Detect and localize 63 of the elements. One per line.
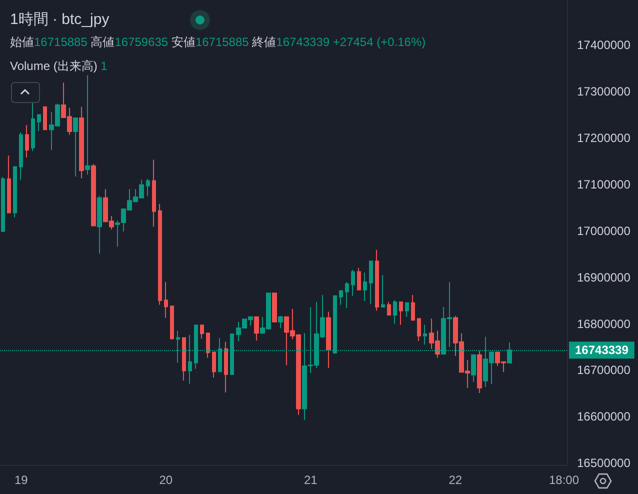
candlestick: [170, 306, 174, 340]
candlestick: [326, 311, 331, 368]
candlestick: [405, 302, 409, 318]
candlestick: [73, 117, 78, 178]
candlestick: [399, 301, 403, 326]
candlestick: [345, 281, 349, 308]
candlestick: [351, 269, 355, 296]
y-tick-label: 16500000: [577, 456, 631, 470]
candlestick: [417, 318, 421, 342]
candlestick: [164, 281, 168, 318]
candlestick: [387, 301, 391, 316]
candlestick: [212, 352, 216, 378]
x-tick-label: 21: [304, 473, 318, 487]
candlestick: [339, 290, 343, 306]
candlestick: [206, 332, 210, 358]
candlestick: [423, 324, 427, 346]
candlestick: [13, 166, 17, 218]
y-tick-label: 17400000: [577, 38, 631, 52]
candlestick: [25, 124, 29, 158]
x-tick-label: 18:00: [548, 473, 580, 487]
y-tick-label: 16600000: [577, 410, 631, 424]
candlestick: [411, 294, 415, 321]
candlestick: [357, 268, 361, 290]
candlestick: [254, 316, 259, 342]
y-tick-label: 16800000: [577, 316, 631, 331]
x-tick-label: 20: [159, 473, 173, 487]
y-tick-label: 16900000: [577, 270, 631, 284]
candlestick: [381, 274, 385, 308]
y-tick-label: 17300000: [577, 84, 631, 99]
annotation: Volume (出来高) 1: [10, 59, 108, 73]
text: 1時間 · btc_jpy: [10, 11, 110, 28]
y-tick-label: 17000000: [577, 224, 631, 238]
candlestick: [1, 176, 5, 232]
text: 始値16715885 高値16759635 安値16715885 終値16743339 +27454 (+0.16%): [10, 35, 426, 49]
candlestick: [43, 106, 47, 130]
candlestick: [91, 163, 96, 226]
candlestick: [37, 114, 41, 132]
candlestick: [393, 300, 397, 324]
candlestick: [477, 350, 482, 394]
candlestick: [200, 324, 204, 340]
candlestick: [369, 260, 373, 304]
candlestick: [79, 106, 84, 179]
candlestick: [471, 354, 476, 382]
y-tick-label: 17100000: [577, 177, 631, 192]
candlestick: [146, 178, 150, 197]
x-tick-label: 22: [448, 473, 462, 487]
candlestick: [182, 337, 186, 381]
candlestick: [152, 159, 156, 228]
candlestick: [19, 132, 23, 180]
candlestick: [363, 272, 367, 302]
y-tick-label: 16700000: [577, 363, 631, 378]
candlestick: [224, 341, 228, 394]
candlestick: [85, 74, 90, 176]
x-tick-label: 19: [14, 473, 28, 487]
candlestick: [278, 315, 283, 328]
candlestick: [97, 196, 102, 254]
candlestick: [31, 102, 35, 152]
y-tick-label: 17200000: [577, 130, 631, 145]
candlestick: [158, 203, 162, 306]
candlestick: [272, 292, 277, 322]
candlestick: [375, 249, 379, 312]
candlestick: [7, 155, 11, 214]
ref-line-label: 16743339: [575, 343, 629, 358]
